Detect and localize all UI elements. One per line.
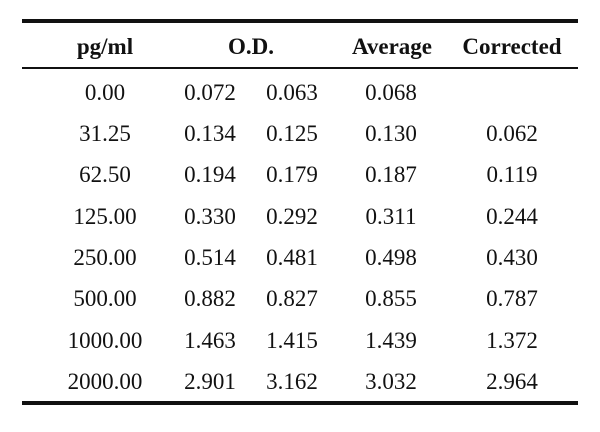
table-top-rule — [22, 19, 578, 23]
cell-od-2: 0.125 — [266, 121, 318, 146]
cell-concentration: 0.00 — [84, 80, 126, 105]
cell-corrected: 1.372 — [486, 328, 538, 353]
table-row: 1000.00 1.463 1.415 1.439 1.372 — [0, 323, 600, 359]
cell-od-2: 0.481 — [266, 245, 318, 270]
cell-concentration: 2000.00 — [67, 369, 143, 394]
cell-concentration: 31.25 — [79, 121, 131, 146]
cell-od-1: 0.882 — [184, 286, 236, 311]
table-row: 250.00 0.514 0.481 0.498 0.430 — [0, 240, 600, 276]
table-row: 0.00 0.072 0.063 0.068 — [0, 75, 600, 111]
cell-concentration: 62.50 — [79, 162, 131, 187]
cell-concentration: 1000.00 — [67, 328, 143, 353]
table-bottom-rule — [22, 401, 578, 405]
header-od: O.D. — [228, 34, 274, 59]
cell-corrected: 2.964 — [486, 369, 538, 394]
cell-average: 0.855 — [365, 286, 417, 311]
cell-corrected: 0.244 — [486, 204, 538, 229]
cell-corrected — [452, 75, 572, 111]
header-concentration: pg/ml — [76, 34, 134, 59]
cell-od-1: 2.901 — [184, 369, 236, 394]
table-row: 62.50 0.194 0.179 0.187 0.119 — [0, 157, 600, 193]
cell-od-1: 0.072 — [184, 80, 236, 105]
cell-od-2: 0.063 — [266, 80, 318, 105]
cell-average: 0.130 — [365, 121, 417, 146]
header-average: Average — [351, 34, 433, 59]
cell-average: 0.311 — [365, 204, 417, 229]
table-row: 31.25 0.134 0.125 0.130 0.062 — [0, 116, 600, 152]
cell-concentration: 125.00 — [73, 204, 137, 229]
cell-od-1: 0.194 — [184, 162, 236, 187]
cell-corrected: 0.430 — [486, 245, 538, 270]
cell-od-2: 0.827 — [266, 286, 318, 311]
cell-concentration: 500.00 — [73, 286, 137, 311]
cell-od-1: 0.330 — [184, 204, 236, 229]
cell-corrected: 0.062 — [486, 121, 538, 146]
table-row: 125.00 0.330 0.292 0.311 0.244 — [0, 199, 600, 235]
cell-corrected: 0.787 — [486, 286, 538, 311]
table-header-rule — [22, 67, 578, 69]
cell-average: 0.068 — [365, 80, 417, 105]
cell-od-1: 0.514 — [184, 245, 236, 270]
cell-average: 0.498 — [365, 245, 417, 270]
cell-od-2: 0.292 — [266, 204, 318, 229]
cell-corrected: 0.119 — [486, 162, 538, 187]
table-row: 500.00 0.882 0.827 0.855 0.787 — [0, 281, 600, 317]
header-corrected: Corrected — [462, 34, 562, 59]
cell-od-2: 1.415 — [266, 328, 318, 353]
cell-average: 0.187 — [365, 162, 417, 187]
cell-od-2: 3.162 — [266, 369, 318, 394]
cell-average: 3.032 — [365, 369, 417, 394]
cell-concentration: 250.00 — [73, 245, 137, 270]
cell-od-1: 1.463 — [184, 328, 236, 353]
table-row: 2000.00 2.901 3.162 3.032 2.964 — [0, 364, 600, 400]
cell-od-2: 0.179 — [266, 162, 318, 187]
cell-od-1: 0.134 — [184, 121, 236, 146]
cell-average: 1.439 — [365, 328, 417, 353]
